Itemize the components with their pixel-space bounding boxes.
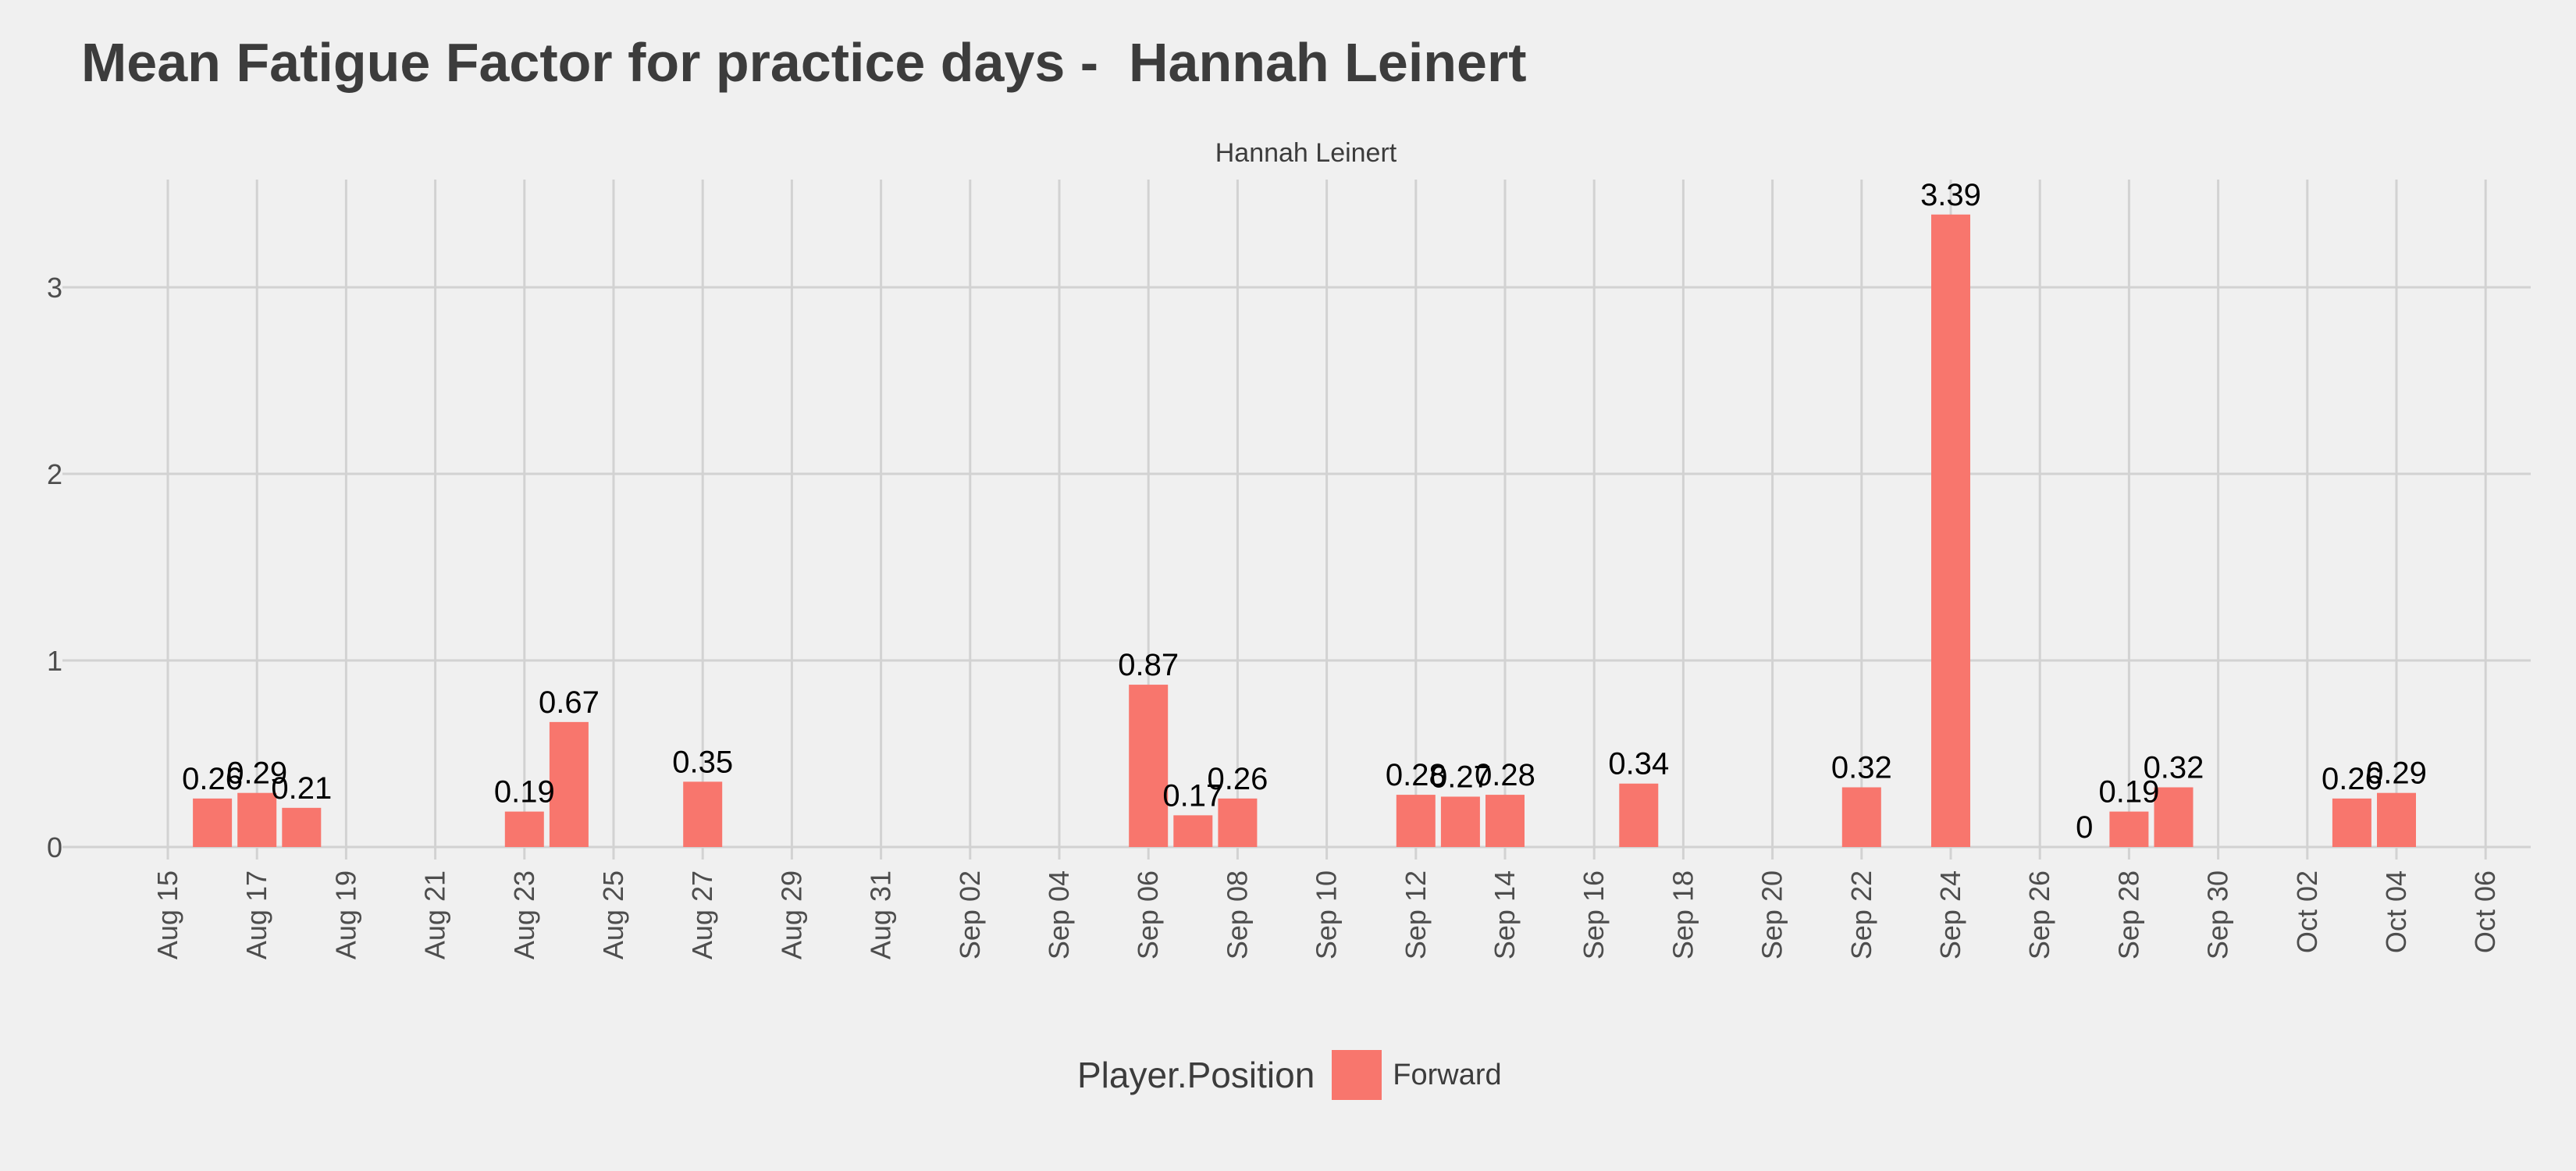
data-label: 3.39 bbox=[1920, 178, 1981, 212]
legend-title: Player.Position bbox=[1077, 1055, 1315, 1095]
x-tick-label: Sep 30 bbox=[2202, 870, 2234, 959]
x-tick-label: Aug 23 bbox=[508, 870, 540, 959]
bar bbox=[1129, 685, 1169, 847]
bar bbox=[1841, 787, 1881, 847]
x-tick-label: Sep 08 bbox=[1221, 870, 1253, 959]
x-tick-label: Sep 06 bbox=[1132, 870, 1164, 959]
bar bbox=[1485, 795, 1525, 847]
data-label: 0.35 bbox=[672, 745, 733, 779]
data-label: 0.28 bbox=[1386, 758, 1446, 792]
facet-label: Hannah Leinert bbox=[1215, 138, 1397, 168]
bar bbox=[1619, 783, 1659, 847]
x-tick-label: Sep 18 bbox=[1667, 870, 1699, 959]
bar bbox=[1218, 798, 1258, 847]
data-label: 0.67 bbox=[539, 685, 600, 720]
y-tick-label: 2 bbox=[47, 458, 62, 490]
bar bbox=[2377, 792, 2416, 847]
x-tick-label: Sep 26 bbox=[2023, 870, 2055, 959]
y-axis: 0 1 2 3 bbox=[47, 272, 62, 863]
bar bbox=[504, 811, 544, 847]
x-tick-label: Aug 29 bbox=[775, 870, 807, 959]
data-label: 0.27 bbox=[1430, 760, 1491, 794]
data-label: 0.26 bbox=[1207, 762, 1268, 796]
legend: Player.Position Forward bbox=[1077, 1050, 1502, 1100]
y-tick-label: 0 bbox=[47, 831, 62, 863]
bars bbox=[193, 214, 2416, 847]
data-label: 0.29 bbox=[226, 756, 287, 791]
data-label: 0.19 bbox=[494, 775, 555, 810]
y-tick-label: 1 bbox=[47, 645, 62, 677]
bar bbox=[1173, 815, 1213, 847]
grid-lines bbox=[62, 180, 2531, 849]
data-label: 0.19 bbox=[2098, 775, 2159, 810]
x-axis: Aug 15 Aug 17 Aug 19 Aug 21 Aug 23 Aug 25 Aug … bbox=[151, 849, 2501, 959]
bar bbox=[549, 721, 589, 847]
data-labels: 0.260.290.21 0.190.670.350.870.170.26 0.28… bbox=[182, 178, 2427, 845]
data-label: 0.26 bbox=[182, 762, 243, 796]
data-label: 0.28 bbox=[1475, 758, 1535, 792]
x-tick-label: Sep 12 bbox=[1400, 870, 1432, 959]
data-label: 0.26 bbox=[2322, 762, 2382, 796]
x-tick-label: Aug 19 bbox=[329, 870, 361, 959]
x-tick-label: Sep 22 bbox=[1845, 870, 1877, 959]
chart-title: Mean Fatigue Factor for practice days - … bbox=[81, 32, 1527, 93]
x-tick-label: Sep 02 bbox=[954, 870, 986, 959]
x-tick-label: Aug 21 bbox=[419, 870, 451, 959]
legend-label: Forward bbox=[1393, 1058, 1502, 1091]
x-tick-label: Oct 06 bbox=[2469, 870, 2501, 953]
data-label: 0.29 bbox=[2366, 756, 2427, 791]
data-label: 0.34 bbox=[1608, 747, 1669, 781]
x-tick-label: Oct 04 bbox=[2380, 870, 2412, 953]
x-tick-label: Aug 31 bbox=[865, 870, 897, 959]
x-tick-label: Sep 28 bbox=[2112, 870, 2144, 959]
x-tick-label: Aug 27 bbox=[686, 870, 718, 959]
data-label: 0 bbox=[2076, 810, 2093, 845]
data-label: 0.21 bbox=[271, 771, 332, 806]
bar bbox=[237, 792, 277, 847]
x-tick-label: Aug 25 bbox=[597, 870, 629, 959]
x-tick-label: Sep 24 bbox=[1934, 870, 1966, 959]
bar bbox=[1396, 795, 1436, 847]
bar bbox=[2332, 798, 2371, 847]
bar bbox=[2109, 811, 2149, 847]
bar bbox=[1440, 796, 1480, 847]
data-label: 0.32 bbox=[1831, 751, 1892, 785]
x-tick-label: Sep 14 bbox=[1489, 870, 1521, 959]
data-label: 0.17 bbox=[1162, 778, 1223, 813]
bar bbox=[683, 781, 723, 847]
x-tick-label: Sep 04 bbox=[1043, 870, 1075, 959]
x-tick-label: Aug 15 bbox=[151, 870, 183, 959]
bar bbox=[2154, 787, 2194, 847]
bar bbox=[193, 798, 233, 847]
x-tick-label: Sep 10 bbox=[1311, 870, 1343, 959]
x-tick-label: Aug 17 bbox=[240, 870, 272, 959]
x-tick-label: Sep 20 bbox=[1756, 870, 1788, 959]
y-tick-label: 3 bbox=[47, 272, 62, 304]
bar bbox=[1931, 214, 1970, 847]
data-label: 0.32 bbox=[2144, 751, 2204, 785]
bar bbox=[282, 807, 322, 847]
legend-swatch bbox=[1332, 1050, 1382, 1100]
data-label: 0.87 bbox=[1118, 648, 1179, 682]
x-tick-label: Sep 16 bbox=[1578, 870, 1610, 959]
x-tick-label: Oct 02 bbox=[2291, 870, 2323, 953]
